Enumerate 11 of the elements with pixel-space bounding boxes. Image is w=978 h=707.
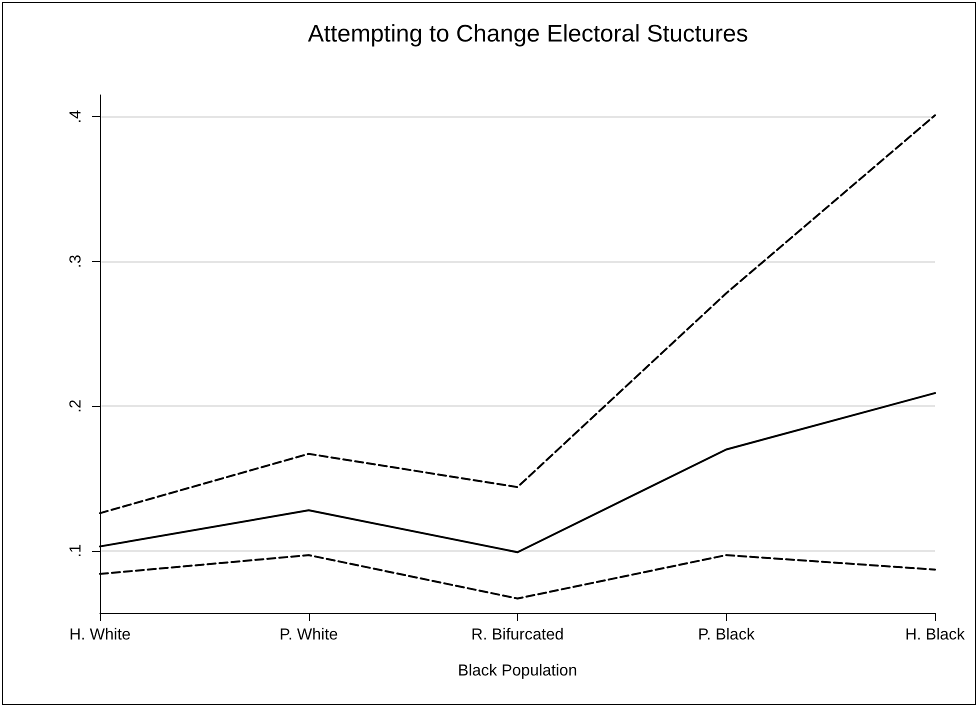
y-tick-label: .4 (68, 110, 84, 124)
x-tick-label: P. White (280, 626, 338, 644)
x-tick-label: H. Black (905, 626, 966, 644)
x-tick-label: P. Black (698, 626, 756, 644)
y-tick-label: .2 (68, 399, 84, 413)
x-axis-title: Black Population (458, 662, 578, 680)
y-tick-label: .3 (68, 254, 84, 268)
y-tick-label: .1 (68, 544, 84, 558)
x-tick-label: R. Bifurcated (471, 626, 564, 644)
x-tick-label: H. White (69, 626, 131, 644)
chart-title: Attempting to Change Electoral Stuctures (308, 20, 748, 48)
